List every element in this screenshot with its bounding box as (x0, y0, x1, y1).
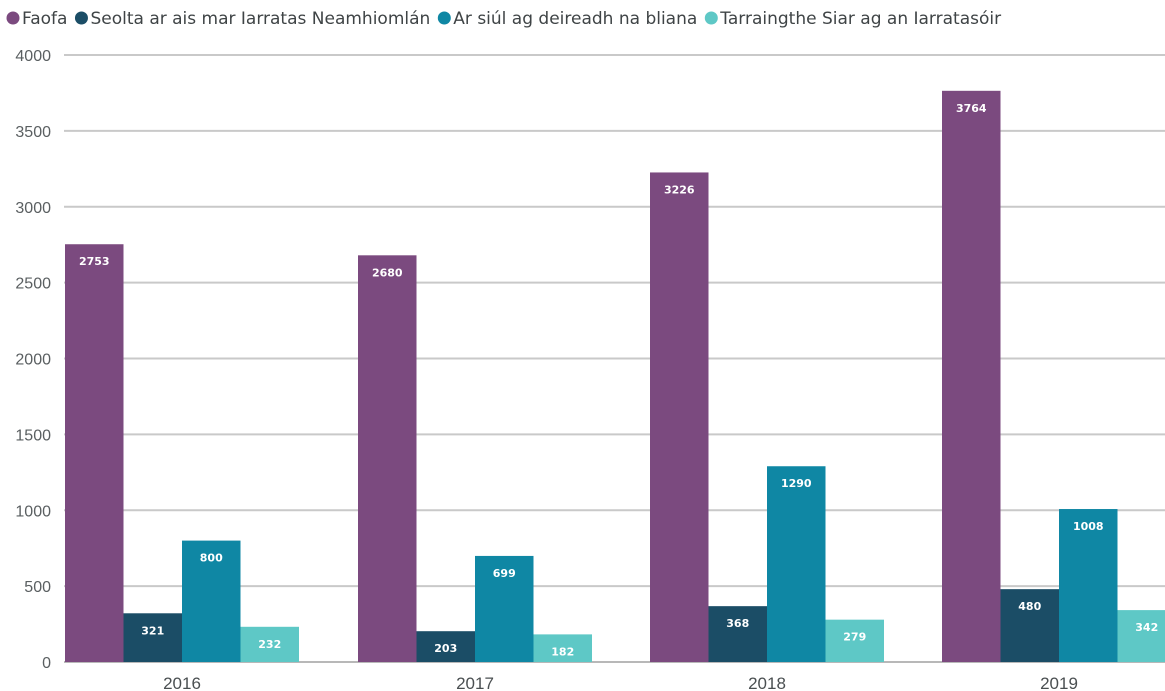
y-tick-label: 3500 (15, 124, 51, 141)
data-label: 800 (200, 552, 223, 565)
data-label: 279 (843, 631, 866, 644)
x-tick-label: 2019 (1040, 674, 1078, 691)
y-tick-label: 500 (24, 579, 51, 596)
bar-tarraingthe-2017 (533, 634, 592, 662)
data-label: 480 (1018, 600, 1041, 613)
y-tick-label: 2500 (15, 276, 51, 293)
data-label: 182 (551, 645, 574, 658)
y-tick-label: 0 (42, 655, 51, 672)
legend-item-label: Ar siúl ag deireadh na bliana (453, 9, 697, 29)
bar-seolta-2017 (416, 631, 475, 662)
data-label: 1008 (1073, 520, 1104, 533)
data-label: 3764 (956, 102, 987, 115)
bar-ar-2017 (475, 555, 534, 662)
x-tick-label: 2018 (748, 674, 786, 691)
y-tick-label: 1500 (15, 427, 51, 444)
bar-ar-2019 (1059, 509, 1118, 662)
bar-seolta-2016 (123, 613, 182, 662)
data-label: 3226 (664, 183, 695, 196)
bar-tarraingthe-2018 (825, 619, 884, 662)
legend-marker-icon (6, 11, 20, 25)
chart-bars (65, 90, 1165, 663)
data-label: 2753 (79, 255, 110, 268)
legend-marker-icon (704, 11, 718, 25)
bar-faofa-2019 (942, 90, 1001, 663)
legend-item-label: Tarraingthe Siar ag an Iarratasóir (719, 9, 1001, 29)
data-label: 368 (726, 617, 749, 630)
bar-tarraingthe-2016 (240, 626, 299, 662)
data-label: 342 (1135, 621, 1158, 634)
y-axis-ticks: 0 500 1000 1500 2000 2500 3000 3500 4000 (15, 48, 51, 672)
bar-seolta-2019 (1000, 589, 1059, 662)
data-label: 699 (493, 567, 516, 580)
data-label: 2680 (372, 266, 403, 279)
y-tick-label: 4000 (15, 48, 51, 65)
chart-data-labels: 2753 321 800 232 2680 203 699 182 3226 368 1290 279… (79, 102, 1158, 659)
chart-gridlines (64, 54, 1165, 663)
y-tick-label: 2000 (15, 352, 51, 369)
bar-seolta-2018 (708, 606, 767, 662)
bar-faofa-2017 (358, 255, 417, 662)
bar-ar-2018 (767, 466, 826, 662)
legend-item-label: Faofa (22, 9, 67, 29)
y-tick-label: 3000 (15, 200, 51, 217)
legend-item-label: Seolta ar ais mar Iarratas Neamhiomlán (90, 9, 430, 29)
chart-legend: Faofa Seolta ar ais mar Iarratas Neamhiom… (6, 9, 1001, 29)
data-label: 1290 (781, 477, 812, 490)
x-tick-label: 2017 (456, 674, 494, 691)
bar-faofa-2018 (650, 172, 709, 662)
legend-marker-icon (74, 11, 88, 25)
bar-ar-2016 (182, 540, 241, 662)
y-tick-label: 1000 (15, 503, 51, 520)
data-label: 321 (141, 624, 164, 637)
bar-faofa-2016 (65, 244, 124, 663)
data-label: 232 (258, 638, 281, 651)
x-tick-label: 2016 (163, 674, 201, 691)
x-axis-ticks: 2016 2017 2018 2019 (163, 674, 1078, 691)
data-label: 203 (434, 642, 457, 655)
legend-marker-icon (437, 11, 451, 25)
bar-tarraingthe-2019 (1117, 610, 1165, 662)
